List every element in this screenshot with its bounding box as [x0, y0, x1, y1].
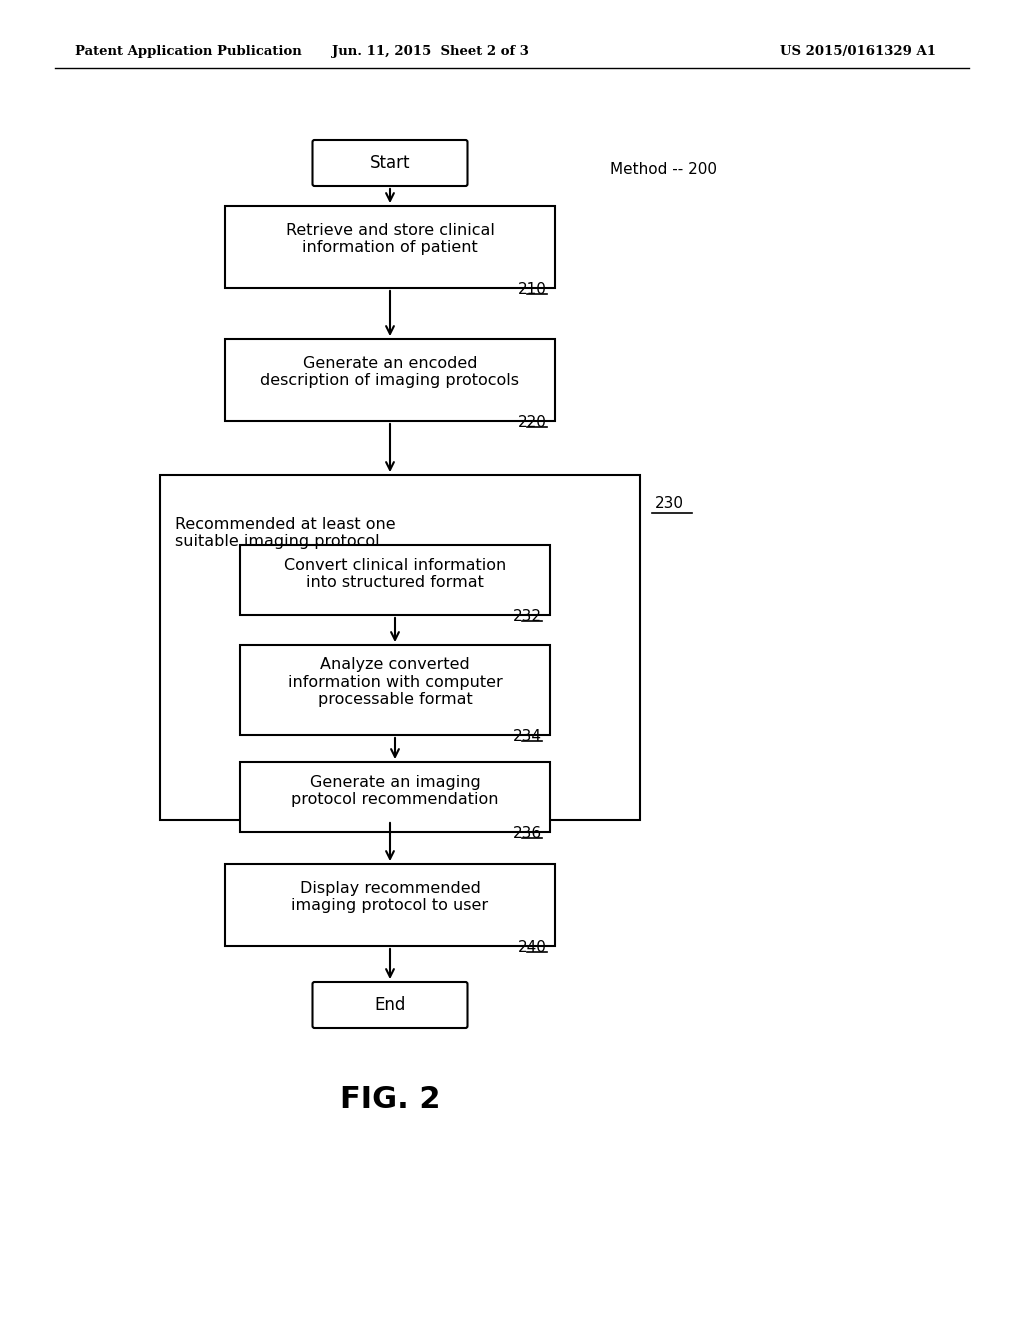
Bar: [240, 545, 550, 615]
FancyBboxPatch shape: [312, 982, 468, 1028]
Text: Analyze converted
information with computer
processable format: Analyze converted information with compu…: [288, 657, 503, 708]
Text: End: End: [375, 997, 406, 1014]
Text: 236: 236: [513, 826, 542, 841]
Text: Recommended at least one
suitable imaging protocol: Recommended at least one suitable imagin…: [175, 517, 395, 549]
Text: Start: Start: [370, 154, 411, 172]
Text: Generate an imaging
protocol recommendation: Generate an imaging protocol recommendat…: [291, 775, 499, 808]
Text: US 2015/0161329 A1: US 2015/0161329 A1: [780, 45, 936, 58]
Text: Convert clinical information
into structured format: Convert clinical information into struct…: [284, 558, 506, 590]
Text: 232: 232: [513, 609, 542, 624]
Bar: [160, 475, 640, 820]
Text: Display recommended
imaging protocol to user: Display recommended imaging protocol to …: [292, 880, 488, 913]
Text: 220: 220: [518, 414, 547, 430]
Bar: [225, 339, 555, 421]
Text: Retrieve and store clinical
information of patient: Retrieve and store clinical information …: [286, 223, 495, 255]
Text: 234: 234: [513, 729, 542, 744]
FancyBboxPatch shape: [312, 140, 468, 186]
Bar: [240, 762, 550, 832]
Text: Jun. 11, 2015  Sheet 2 of 3: Jun. 11, 2015 Sheet 2 of 3: [332, 45, 528, 58]
Bar: [225, 865, 555, 946]
Bar: [225, 206, 555, 288]
Text: 210: 210: [518, 282, 547, 297]
Text: Patent Application Publication: Patent Application Publication: [75, 45, 302, 58]
Text: Generate an encoded
description of imaging protocols: Generate an encoded description of imagi…: [260, 356, 519, 388]
Text: Method -- 200: Method -- 200: [610, 162, 717, 177]
Text: FIG. 2: FIG. 2: [340, 1085, 440, 1114]
Bar: [240, 645, 550, 735]
Text: 230: 230: [655, 495, 684, 511]
Text: 240: 240: [518, 940, 547, 954]
